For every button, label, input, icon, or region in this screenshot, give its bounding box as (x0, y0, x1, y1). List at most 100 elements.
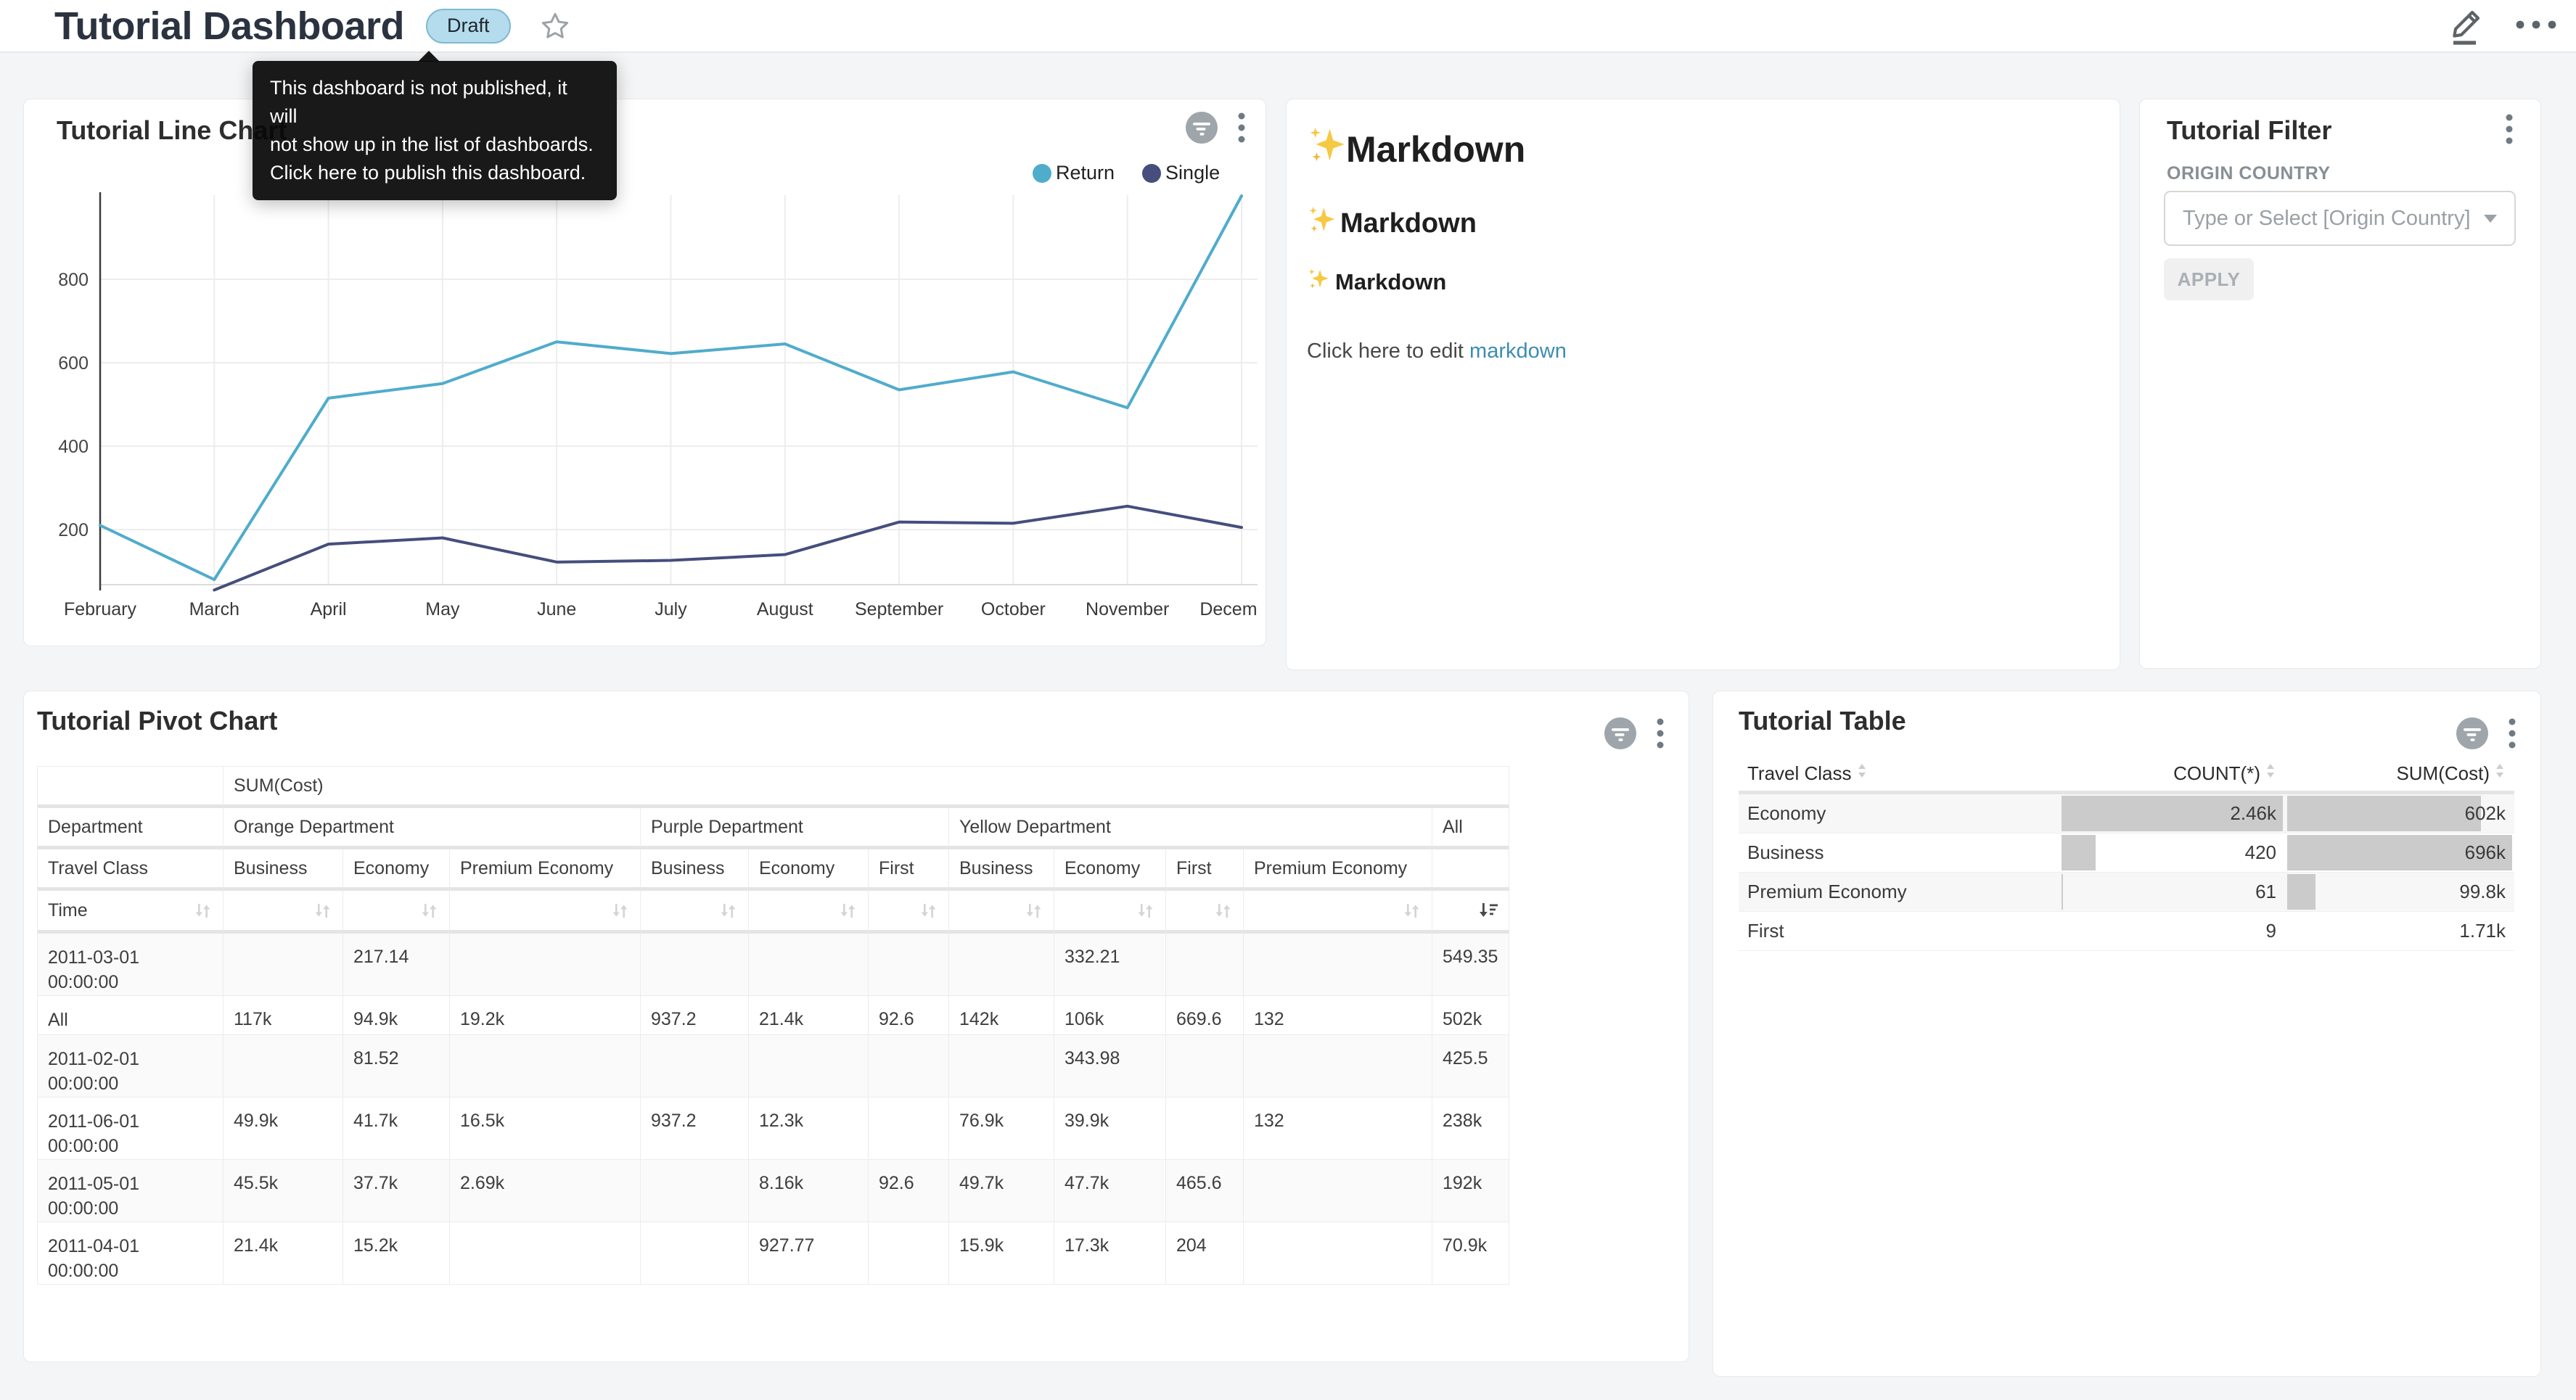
pivot-value-cell: 502k (1432, 996, 1509, 1035)
origin-country-select[interactable]: Type or Select [Origin Country] (2164, 191, 2516, 246)
markdown-panel[interactable]: Markdown Markdown Markdown Click here to… (1286, 99, 2120, 670)
svg-text:400: 400 (58, 437, 89, 457)
pivot-value-cell (1166, 1098, 1244, 1160)
sort-icon[interactable] (1213, 901, 1233, 921)
pivot-value-cell (223, 934, 343, 996)
pivot-value-cell: 49.7k (949, 1160, 1054, 1222)
pivot-value-cell: 332.21 (1054, 934, 1166, 996)
column-header-travel-class[interactable]: Travel Class (1739, 761, 2059, 786)
count-value: 9 (2266, 920, 2276, 942)
pivot-value-cell (869, 1098, 949, 1160)
filter-indicator-icon[interactable] (1604, 717, 1636, 753)
pivot-value-cell: 70.9k (1432, 1222, 1509, 1285)
chart-menu-kebab-icon[interactable] (2509, 718, 2516, 752)
pivot-sort-cell[interactable] (343, 891, 450, 934)
pivot-sort-cell[interactable] (1166, 891, 1244, 934)
count-cell: 9 (2059, 912, 2285, 950)
sort-icon[interactable] (193, 901, 213, 921)
tutorial-pivot-chart-panel: Tutorial Pivot Chart SUM(Cost)Department… (23, 691, 1689, 1362)
table-title: Tutorial Table (1739, 706, 1906, 736)
pivot-subcolumn-header: Business (641, 849, 749, 891)
data-table: Travel ClassCOUNT(*)SUM(Cost)Economy2.46… (1739, 756, 2514, 951)
pivot-sort-cell[interactable] (749, 891, 869, 934)
pivot-value-cell: 17.3k (1054, 1222, 1166, 1285)
svg-text:June: June (537, 599, 576, 619)
svg-text:July: July (655, 599, 687, 619)
pivot-travel-class-label: Travel Class (38, 849, 223, 891)
filter-indicator-icon[interactable] (2456, 717, 2488, 753)
pivot-sort-cell[interactable] (1244, 891, 1432, 934)
more-actions-icon[interactable] (2515, 20, 2557, 33)
svg-text:December: December (1199, 599, 1258, 619)
pivot-value-cell (1166, 1035, 1244, 1098)
pivot-value-cell: 47.7k (1054, 1160, 1166, 1222)
sort-icon[interactable] (838, 901, 858, 921)
filter-menu-kebab-icon[interactable] (2506, 114, 2513, 148)
sort-icon[interactable] (1024, 901, 1043, 921)
pivot-value-cell: 132 (1244, 1098, 1432, 1160)
pivot-value-cell (641, 934, 749, 996)
pivot-value-cell: 106k (1054, 996, 1166, 1035)
pivot-sort-cell[interactable] (450, 891, 641, 934)
origin-country-label: ORIGIN COUNTRY (2167, 163, 2331, 184)
line-chart-plot[interactable]: 200400600800FebruaryMarchAprilMayJuneJul… (24, 99, 1258, 646)
sort-carets-icon (2265, 761, 2276, 786)
svg-text:November: November (1086, 599, 1169, 619)
apply-button[interactable]: APPLY (2164, 258, 2254, 300)
sort-icon[interactable] (919, 901, 938, 921)
pivot-table: SUM(Cost)DepartmentOrange DepartmentPurp… (37, 766, 1509, 1285)
pivot-value-cell: 2.69k (450, 1160, 641, 1222)
svg-text:August: August (757, 599, 813, 619)
page-title: Tutorial Dashboard (54, 4, 404, 49)
favorite-star-icon[interactable] (540, 11, 570, 41)
pivot-value-cell: 217.14 (343, 934, 450, 996)
edit-markdown-link[interactable]: markdown (1469, 339, 1567, 363)
column-header-count-[interactable]: COUNT(*) (2059, 761, 2285, 786)
publish-tooltip[interactable]: This dashboard is not published, it will… (253, 61, 617, 200)
pivot-value-cell: 94.9k (343, 996, 450, 1035)
sort-icon[interactable] (718, 901, 738, 921)
pivot-value-cell (641, 1160, 749, 1222)
sort-icon[interactable] (313, 901, 332, 921)
pivot-value-cell: 465.6 (1166, 1160, 1244, 1222)
pivot-sort-cell[interactable] (869, 891, 949, 934)
pivot-sort-cell-active[interactable] (1432, 891, 1509, 934)
pivot-sort-cell[interactable] (949, 891, 1054, 934)
sum-cell: 696k (2285, 833, 2514, 872)
pivot-value-cell (1244, 1160, 1432, 1222)
table-row: First91.71k (1739, 912, 2514, 951)
sort-icon[interactable] (1136, 901, 1155, 921)
pivot-sort-cell[interactable] (1054, 891, 1166, 934)
sort-icon[interactable] (419, 901, 439, 921)
tutorial-filter-panel: Tutorial Filter ORIGIN COUNTRY Type or S… (2139, 99, 2541, 669)
sort-icon[interactable] (610, 901, 630, 921)
value-bar (2287, 796, 2481, 831)
sort-desc-icon[interactable] (1477, 901, 1498, 921)
pivot-value-cell: 16.5k (450, 1098, 641, 1160)
chart-menu-kebab-icon[interactable] (1657, 718, 1664, 752)
pivot-value-cell (949, 934, 1054, 996)
pivot-subcolumn-header: Premium Economy (450, 849, 641, 891)
svg-text:February: February (64, 599, 137, 619)
pivot-value-cell: 238k (1432, 1098, 1509, 1160)
markdown-h1: Markdown (1307, 125, 2098, 173)
pivot-value-cell: 37.7k (343, 1160, 450, 1222)
pivot-value-cell: 669.6 (1166, 996, 1244, 1035)
pivot-sort-cell[interactable] (641, 891, 749, 934)
pivot-sort-cell[interactable] (223, 891, 343, 934)
pivot-value-cell: 937.2 (641, 996, 749, 1035)
pivot-time-header[interactable]: Time (38, 891, 223, 934)
status-badge[interactable]: Draft (426, 9, 511, 44)
pivot-row-label: 2011-03-01 00:00:00 (38, 934, 223, 996)
sort-carets-icon (2494, 761, 2506, 786)
tooltip-arrow (418, 51, 440, 62)
pivot-value-cell: 81.52 (343, 1035, 450, 1098)
pivot-metric-header: SUM(Cost) (223, 767, 1509, 808)
edit-dashboard-icon[interactable] (2447, 4, 2487, 49)
sort-icon[interactable] (1402, 901, 1422, 921)
column-header-sum-cost-[interactable]: SUM(Cost) (2285, 761, 2514, 786)
chevron-down-icon (2484, 215, 2497, 223)
table-row: Premium Economy6199.8k (1739, 873, 2514, 912)
pivot-value-cell: 45.5k (223, 1160, 343, 1222)
pivot-value-cell (641, 1222, 749, 1285)
